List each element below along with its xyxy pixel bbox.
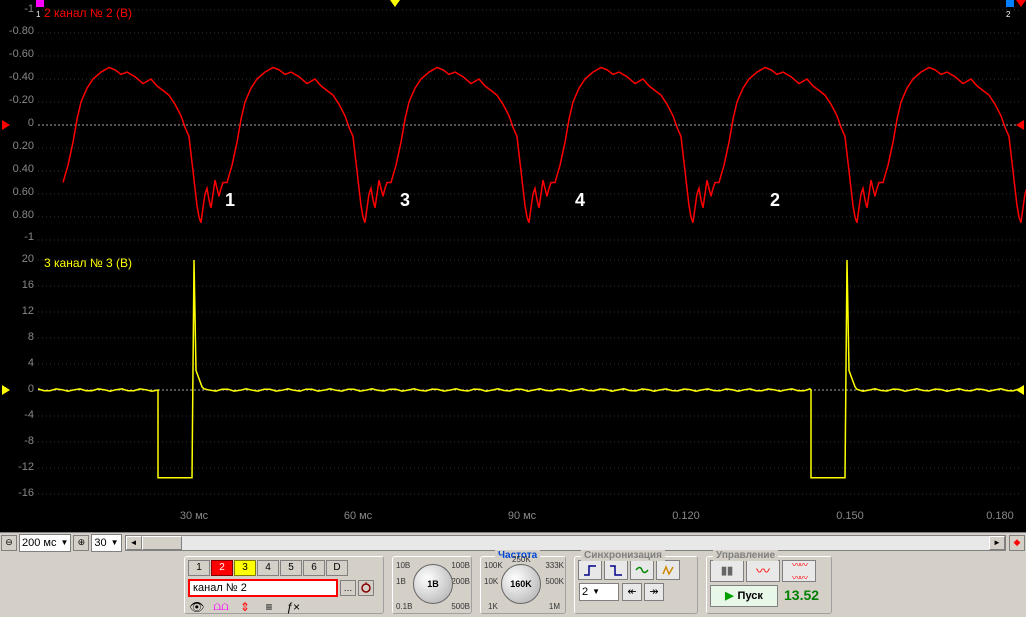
sync-next-button[interactable]: ↠: [644, 583, 664, 601]
wave-tool-icon[interactable]: ⩍⩍: [212, 600, 230, 614]
horizontal-scrollbar[interactable]: ◄ ►: [125, 535, 1006, 551]
probe-button[interactable]: [358, 580, 374, 596]
frequency-readout: 13.52: [784, 587, 819, 603]
cyl-label-4: 4: [575, 190, 585, 211]
channel-name-input[interactable]: канал № 2: [188, 579, 338, 597]
play-icon: ▶: [725, 589, 733, 602]
multi-wave-button[interactable]: 〰〰〰〰: [782, 560, 816, 582]
lines-tool-icon[interactable]: ≡: [260, 600, 278, 614]
channel-button-5[interactable]: 5: [280, 560, 302, 576]
start-button[interactable]: ▶ Пуск: [710, 585, 778, 607]
channel-button-4[interactable]: 4: [257, 560, 279, 576]
timebase-plus-button[interactable]: ⊕: [73, 535, 89, 551]
channel-button-2[interactable]: 2: [211, 560, 233, 576]
pause-button[interactable]: ▮▮: [710, 560, 744, 582]
sync-special-button[interactable]: [656, 560, 680, 580]
zero-marker-left-ch2[interactable]: [2, 120, 10, 130]
zero-marker-right-ch2[interactable]: [1016, 120, 1024, 130]
scroll-left-button[interactable]: ◄: [126, 536, 142, 550]
waveform-ch2: [63, 68, 1026, 223]
timebase-minus-button[interactable]: ⊖: [1, 535, 17, 551]
offset-dropdown[interactable]: 30▼: [91, 534, 121, 552]
sync-prev-button[interactable]: ↞: [622, 583, 642, 601]
zero-marker-left-ch3[interactable]: [2, 385, 10, 395]
waveform-ch3: [38, 260, 1019, 478]
oscilloscope-display: 1 2 -1 -0.80 -0.60 -0.40 -0.20 0 0.20 0.…: [0, 0, 1026, 532]
x-axis: 30 мс 60 мс 90 мс 0.120 0.150 0.180: [38, 510, 1021, 530]
timebase-dropdown[interactable]: 200 мс▼: [19, 534, 71, 552]
visibility-icon[interactable]: 👁: [188, 600, 206, 614]
zero-marker-right-ch3[interactable]: [1016, 385, 1024, 395]
channel-button-3[interactable]: 3: [234, 560, 256, 576]
channel-button-6[interactable]: 6: [303, 560, 325, 576]
sync-auto-button[interactable]: [630, 560, 654, 580]
channel-2-label: 2 канал № 2 (B): [44, 6, 132, 20]
plot-channel-2: -1 -0.80 -0.60 -0.40 -0.20 0 0.20 0.40 0…: [0, 0, 1026, 250]
voltage-group: 0.1B 1B 10B 100B 200B 500B 1B: [392, 556, 472, 614]
cyl-label-2: 2: [770, 190, 780, 211]
grid-ch2: [38, 10, 1020, 240]
channel-group: 1 2 3 4 5 6 D канал № 2 … 👁 ⩍⩍ ⇕ ≡ ƒ×: [184, 556, 384, 614]
frequency-dial[interactable]: 160K: [501, 564, 541, 604]
vertical-tool-icon[interactable]: ⇕: [236, 600, 254, 614]
grid-ch3: [38, 260, 1020, 494]
sync-rising-button[interactable]: [578, 560, 602, 580]
fx-tool-icon[interactable]: ƒ×: [284, 600, 302, 614]
channel-button-d[interactable]: D: [326, 560, 348, 576]
sync-channel-dropdown[interactable]: 2▼: [579, 583, 619, 601]
channel-3-label: 3 канал № 3 (B): [44, 256, 132, 270]
single-wave-button[interactable]: 〰: [746, 560, 780, 582]
scroll-right-button[interactable]: ►: [989, 536, 1005, 550]
marker-toggle-button[interactable]: ◆: [1009, 535, 1025, 551]
control-group: Управление ▮▮ 〰 〰〰〰〰 ▶ Пуск 13.52: [706, 556, 832, 614]
sync-group: Синхронизация 2▼ ↞ ↠: [574, 556, 698, 614]
sync-falling-button[interactable]: [604, 560, 628, 580]
control-panel: 1 2 3 4 5 6 D канал № 2 … 👁 ⩍⩍ ⇕ ≡ ƒ× 0.…: [0, 552, 1026, 617]
channel-name-more-button[interactable]: …: [340, 580, 356, 596]
channel-button-1[interactable]: 1: [188, 560, 210, 576]
cyl-label-1: 1: [225, 190, 235, 211]
voltage-dial[interactable]: 1B: [413, 564, 453, 604]
cyl-label-3: 3: [400, 190, 410, 211]
plot-channel-3: 20 16 12 8 4 0 -4 -8 -12 -16: [0, 250, 1026, 510]
scroll-thumb[interactable]: [142, 536, 182, 550]
frequency-group: Частота 1K 10K 100K 250K 333K 500K 1M 16…: [480, 556, 566, 614]
